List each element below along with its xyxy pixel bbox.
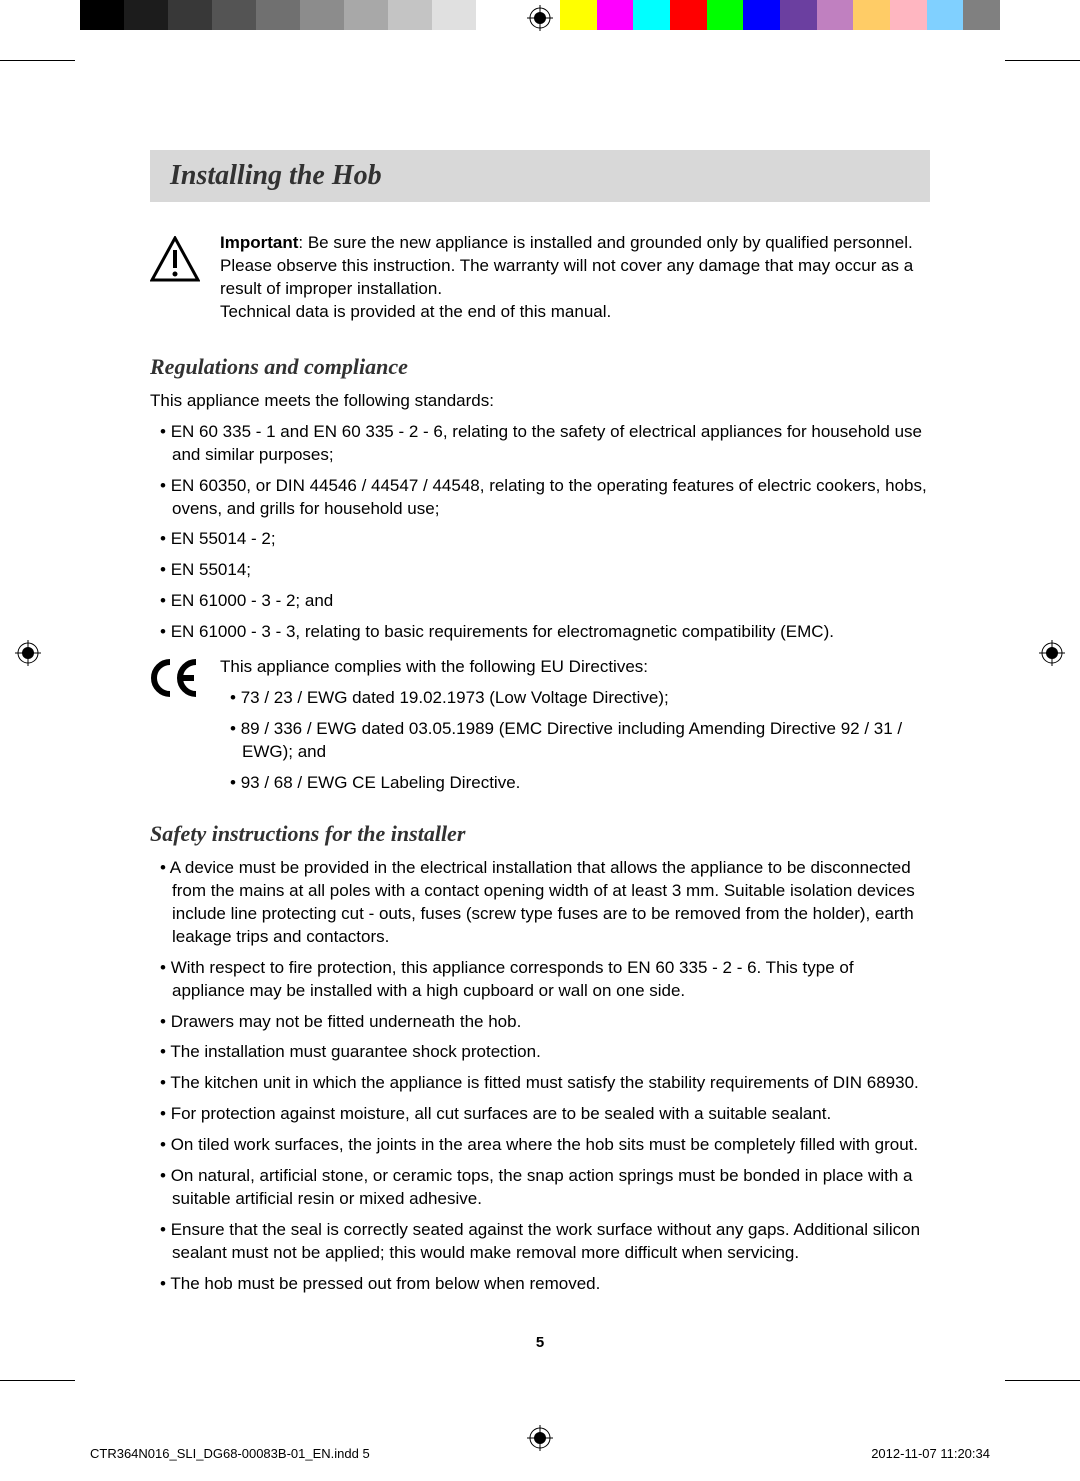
list-item: EN 60 335 - 1 and EN 60 335 - 2 - 6, rel… bbox=[156, 421, 930, 467]
important-text: Important: Be sure the new appliance is … bbox=[220, 233, 913, 252]
list-item: EN 55014; bbox=[156, 559, 930, 582]
crop-mark bbox=[1005, 1380, 1080, 1381]
regulations-list: EN 60 335 - 1 and EN 60 335 - 2 - 6, rel… bbox=[150, 421, 930, 645]
ce-directives-list: 73 / 23 / EWG dated 19.02.1973 (Low Volt… bbox=[220, 687, 930, 795]
list-item: The installation must guarantee shock pr… bbox=[156, 1041, 930, 1064]
registration-mark-icon bbox=[1039, 640, 1065, 666]
list-item: For protection against moisture, all cut… bbox=[156, 1103, 930, 1126]
regulations-intro: This appliance meets the following stand… bbox=[150, 390, 930, 413]
list-item: Drawers may not be fitted underneath the… bbox=[156, 1011, 930, 1034]
ce-intro: This appliance complies with the followi… bbox=[220, 656, 930, 679]
page-number: 5 bbox=[0, 1334, 1080, 1351]
print-footer: CTR364N016_SLI_DG68-00083B-01_EN.indd 5 … bbox=[90, 1446, 990, 1461]
ce-compliance-block: This appliance complies with the followi… bbox=[150, 656, 930, 803]
list-item: On tiled work surfaces, the joints in th… bbox=[156, 1134, 930, 1157]
list-item: The kitchen unit in which the appliance … bbox=[156, 1072, 930, 1095]
list-item: EN 61000 - 3 - 3, relating to basic requ… bbox=[156, 621, 930, 644]
safety-list: A device must be provided in the electri… bbox=[150, 857, 930, 1296]
important-text: Please observe this instruction. The war… bbox=[220, 256, 913, 298]
crop-mark bbox=[1005, 60, 1080, 61]
list-item: On natural, artificial stone, or ceramic… bbox=[156, 1165, 930, 1211]
crop-mark bbox=[0, 1380, 75, 1381]
list-item: EN 61000 - 3 - 2; and bbox=[156, 590, 930, 613]
registration-mark-icon bbox=[15, 640, 41, 666]
section-heading-regulations: Regulations and compliance bbox=[150, 354, 930, 380]
list-item: 89 / 336 / EWG dated 03.05.1989 (EMC Dir… bbox=[226, 718, 930, 764]
important-text: Technical data is provided at the end of… bbox=[220, 302, 611, 321]
list-item: EN 60350, or DIN 44546 / 44547 / 44548, … bbox=[156, 475, 930, 521]
important-notice: Important: Be sure the new appliance is … bbox=[150, 232, 930, 324]
footer-timestamp: 2012-11-07 ‭11:20:34 bbox=[871, 1446, 990, 1461]
warning-icon bbox=[150, 236, 200, 282]
section-heading-safety: Safety instructions for the installer bbox=[150, 821, 930, 847]
list-item: 93 / 68 / EWG CE Labeling Directive. bbox=[226, 772, 930, 795]
list-item: With respect to fire protection, this ap… bbox=[156, 957, 930, 1003]
ce-mark-icon bbox=[150, 658, 200, 698]
list-item: 73 / 23 / EWG dated 19.02.1973 (Low Volt… bbox=[226, 687, 930, 710]
footer-filename: CTR364N016_SLI_DG68-00083B-01_EN.indd 5 bbox=[90, 1446, 370, 1461]
list-item: Ensure that the seal is correctly seated… bbox=[156, 1219, 930, 1265]
page-title: Installing the Hob bbox=[150, 150, 930, 202]
list-item: EN 55014 - 2; bbox=[156, 528, 930, 551]
list-item: The hob must be pressed out from below w… bbox=[156, 1273, 930, 1296]
crop-mark bbox=[0, 60, 75, 61]
registration-mark-icon bbox=[527, 5, 553, 31]
list-item: A device must be provided in the electri… bbox=[156, 857, 930, 949]
page-content: Installing the Hob Important: Be sure th… bbox=[0, 30, 1080, 1364]
